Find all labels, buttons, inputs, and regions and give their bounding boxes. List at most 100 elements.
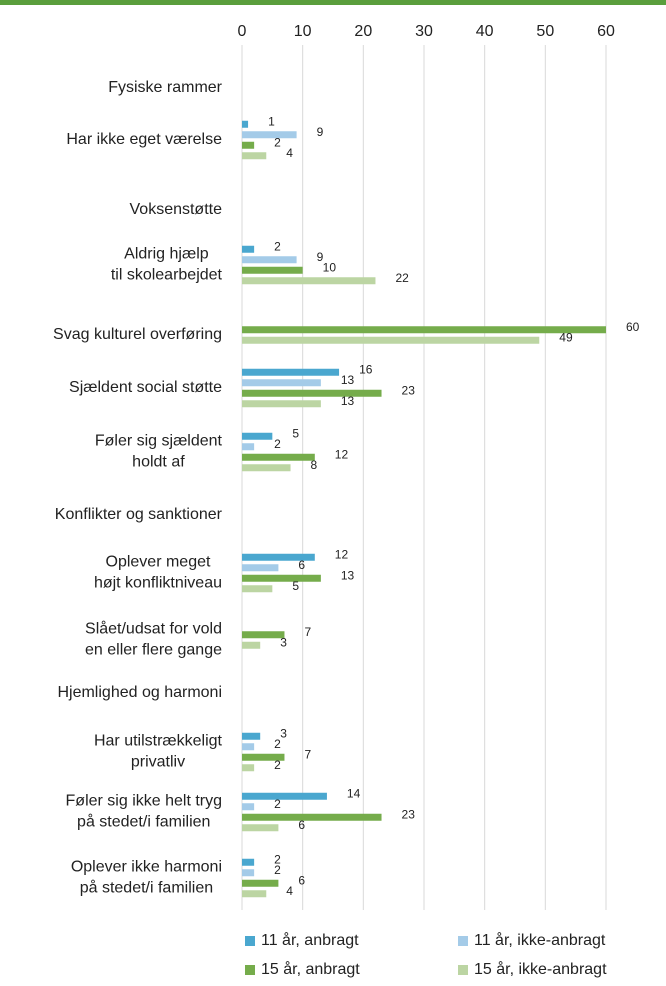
value-label: 2 xyxy=(274,737,281,751)
bar xyxy=(242,400,321,408)
x-tick-label: 20 xyxy=(354,23,372,40)
bar xyxy=(242,732,261,740)
bar xyxy=(242,631,285,639)
category-label: Fysiske rammer xyxy=(108,79,222,96)
x-tick-label: 10 xyxy=(294,23,312,40)
bar xyxy=(242,266,303,274)
value-label: 5 xyxy=(292,426,299,440)
bar xyxy=(242,326,606,334)
bar xyxy=(242,120,249,128)
value-label: 13 xyxy=(341,394,355,408)
bar xyxy=(242,585,273,593)
category-label: Aldrig hjælp til skolearbejdet xyxy=(111,246,223,284)
bar xyxy=(242,753,285,761)
bar xyxy=(242,152,267,160)
category-label: Konflikter og sanktioner xyxy=(55,506,223,523)
value-label: 2 xyxy=(274,758,281,772)
value-label: 14 xyxy=(347,786,361,800)
legend-label: 15 år, anbragt xyxy=(261,960,360,978)
value-label: 16 xyxy=(359,362,373,376)
category-label: Har utilstrækkeligt privatliv xyxy=(94,733,223,771)
legend-swatch xyxy=(458,936,468,946)
category-label: Hjemlighed og harmoni xyxy=(57,684,222,701)
bar xyxy=(242,453,315,461)
bar xyxy=(242,245,255,253)
value-label: 22 xyxy=(395,271,409,285)
bar xyxy=(242,813,382,821)
x-tick-label: 0 xyxy=(238,23,247,40)
legend-label: 11 år, anbragt xyxy=(261,931,359,949)
bar xyxy=(242,141,255,149)
category-label: Voksenstøtte xyxy=(130,201,223,218)
bar xyxy=(242,277,376,285)
value-label: 3 xyxy=(280,635,287,649)
bar xyxy=(242,574,321,582)
bar xyxy=(242,389,382,397)
value-label: 13 xyxy=(341,373,355,387)
bar xyxy=(242,743,255,751)
value-label: 12 xyxy=(335,547,349,561)
value-label: 8 xyxy=(311,458,318,472)
value-label: 4 xyxy=(286,146,293,160)
x-tick-label: 30 xyxy=(415,23,433,40)
bar xyxy=(242,131,297,139)
value-label: 2 xyxy=(274,135,281,149)
bar xyxy=(242,564,279,572)
legend-label: 11 år, ikke-anbragt xyxy=(474,931,606,949)
value-label: 2 xyxy=(274,797,281,811)
legend-swatch xyxy=(458,965,468,975)
bar xyxy=(242,464,291,472)
value-label: 10 xyxy=(323,260,337,274)
value-label: 6 xyxy=(298,558,305,572)
bar xyxy=(242,256,297,264)
value-label: 12 xyxy=(335,447,349,461)
legend-label: 15 år, ikke-anbragt xyxy=(474,960,607,978)
value-label: 49 xyxy=(559,330,573,344)
legend-swatch xyxy=(245,965,255,975)
bar xyxy=(242,368,340,376)
value-label: 13 xyxy=(341,568,355,582)
value-label: 2 xyxy=(274,852,281,866)
value-label: 5 xyxy=(292,579,299,593)
value-label: 60 xyxy=(626,320,640,334)
value-label: 9 xyxy=(317,250,324,264)
value-label: 3 xyxy=(280,726,287,740)
bar xyxy=(242,858,255,866)
bar xyxy=(242,443,255,451)
value-label: 2 xyxy=(274,437,281,451)
bar xyxy=(242,641,261,649)
category-label: Oplever meget højt konfliktniveau xyxy=(94,554,222,592)
bar xyxy=(242,379,321,387)
bar xyxy=(242,432,273,440)
top-bar xyxy=(0,0,666,5)
legend-swatch xyxy=(245,936,255,946)
value-label: 7 xyxy=(304,625,311,639)
bar xyxy=(242,553,315,561)
category-label: Føler sig sjældent holdt af xyxy=(95,433,223,471)
bar xyxy=(242,890,267,898)
bar xyxy=(242,879,279,887)
bar xyxy=(242,869,255,877)
bar xyxy=(242,803,255,811)
value-label: 7 xyxy=(304,747,311,761)
x-tick-label: 50 xyxy=(536,23,554,40)
value-label: 23 xyxy=(402,383,416,397)
value-label: 9 xyxy=(317,125,324,139)
value-label: 23 xyxy=(402,807,416,821)
category-label: Føler sig ikke helt tryg på stedet/i fami… xyxy=(66,793,222,831)
value-label: 1 xyxy=(268,114,275,128)
value-label: 6 xyxy=(298,818,305,832)
bar xyxy=(242,824,279,832)
x-tick-label: 60 xyxy=(597,23,615,40)
value-label: 6 xyxy=(298,873,305,887)
value-label: 2 xyxy=(274,863,281,877)
bar xyxy=(242,792,327,800)
bar xyxy=(242,336,540,344)
x-tick-label: 40 xyxy=(476,23,494,40)
category-label: Svag kulturel overføring xyxy=(53,326,222,343)
category-label: Slået/udsat for vold en eller flere gange xyxy=(85,620,222,659)
value-label: 4 xyxy=(286,884,293,898)
category-label: Sjældent social støtte xyxy=(69,379,222,396)
category-label: Oplever ikke harmoni på stedet/i familien xyxy=(71,859,222,897)
